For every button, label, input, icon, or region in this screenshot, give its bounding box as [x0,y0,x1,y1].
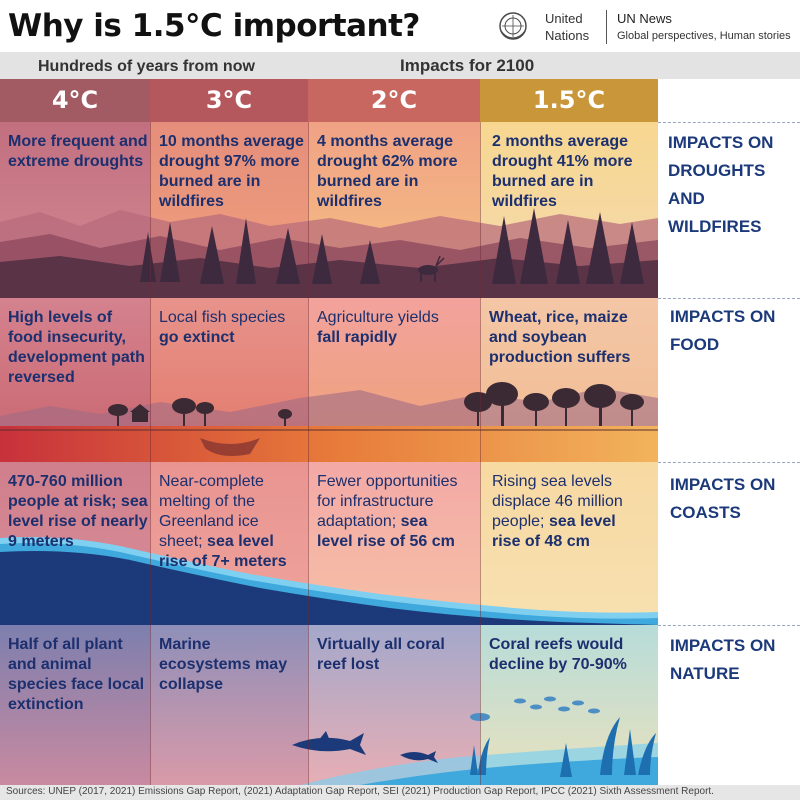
food-cell-2-lead: Agriculture yields [317,309,439,326]
coasts-row: 470-760 million people at risk; sea leve… [0,462,658,625]
nature-cell-15: Coral reefs would decline by 70-90% [489,636,627,673]
temp-col-4 [0,79,150,122]
temp-label-2: 2°C [370,86,418,114]
un-emblem-icon [499,12,527,40]
hundreds-years-label: Hundreds of years from now [38,58,255,75]
side-label-line: FOOD [670,335,720,354]
food-cell-3-bold: go extinct [159,329,235,346]
header-divider [606,10,607,44]
header: Why is 1.5°C important? United Nations U… [0,0,800,52]
column-divider [150,462,151,625]
droughts-landscape-illustration [0,122,658,298]
side-label-line: DROUGHTS [668,161,766,180]
temp-label-3: 3°C [205,86,253,114]
side-label-coasts: IMPACTS ON COASTS [670,471,775,527]
nature-row: Half of all plant and animal species fac… [0,625,658,785]
coasts-cell-4: 470-760 million people at risk; sea leve… [8,473,148,550]
food-cell-3-lead: Local fish species [159,309,286,326]
food-cell-4: High levels of food insecurity, developm… [8,309,145,386]
column-divider [150,298,151,462]
un-name-line2: Nations [545,28,590,43]
side-label-line: IMPACTS ON [668,133,774,152]
side-label-line: IMPACTS ON [670,475,776,494]
column-divider [308,625,309,785]
coasts-cell-3: Near-complete melting of the Greenland i… [159,472,304,572]
droughts-cell-4: More frequent and extreme droughts [8,133,148,170]
row-separator [658,625,800,626]
coasts-cell-3-lead: Near-complete melting of the Greenland i… [159,473,264,550]
droughts-cell-3: 10 months average drought 97% more burne… [159,133,304,210]
nature-cell-3: Marine ecosystems may collapse [159,636,288,693]
row-separator [658,298,800,299]
droughts-cell-15: 2 months average drought 41% more burned… [492,133,633,210]
footer: Sources: UNEP (2017, 2021) Emissions Gap… [0,785,800,800]
food-row: High levels of food insecurity, developm… [0,298,658,462]
column-divider [308,122,309,298]
droughts-cell-2: 4 months average drought 62% more burned… [317,133,458,210]
un-wordmark: United Nations [545,10,589,44]
un-name-line1: United [545,11,583,26]
nature-cell-4: Half of all plant and animal species fac… [8,636,145,713]
coasts-cell-2-bold: sea level rise of 56 cm [317,513,455,550]
page-title: Why is 1.5°C important? [8,8,420,44]
nature-cell-2: Virtually all coral reef lost [317,636,445,673]
side-label-line: NATURE [670,664,740,683]
food-cell-2-bold: fall rapidly [317,329,398,346]
temp-label-15: 1.5°C [532,86,606,114]
row-separator [658,462,800,463]
sources-text: Sources: UNEP (2017, 2021) Emissions Gap… [6,786,714,797]
temp-col-3 [150,79,308,122]
column-divider [308,462,309,625]
column-divider [150,625,151,785]
side-label-line: IMPACTS ON [670,636,776,655]
row-separator [658,122,800,123]
side-label-line: AND [668,189,705,208]
column-divider [150,122,151,298]
side-label-food: IMPACTS ON FOOD [670,303,775,359]
side-label-nature: IMPACTS ON NATURE [670,632,775,688]
subheader: Hundreds of years from now Impacts for 2… [0,52,800,79]
coasts-cell-15-bold: sea level rise of 48 cm [492,513,616,550]
temp-col-2 [308,79,480,122]
temp-label-4: 4°C [51,86,99,114]
column-divider [480,462,481,625]
coasts-cell-15-lead: Rising sea levels displace 46 million pe… [492,473,623,530]
un-news-title: UN News [617,11,672,26]
un-news-tagline: Global perspectives, Human stories [617,30,791,42]
temperature-header-row: 4°C 3°C 2°C 1.5°C [0,79,658,122]
column-divider [480,122,481,298]
impacts-2100-label: Impacts for 2100 [400,56,535,75]
food-cell-3: Local fish species go extinct [159,308,304,348]
impact-category-column [658,79,800,785]
droughts-row: More frequent and extreme droughts 10 mo… [0,122,658,298]
food-cell-2: Agriculture yields fall rapidly [317,308,467,348]
column-divider [480,625,481,785]
food-cell-15: Wheat, rice, maize and soybean productio… [489,309,631,366]
coasts-cell-15: Rising sea levels displace 46 million pe… [492,472,632,552]
coasts-cell-2: Fewer opportunities for infrastructure a… [317,472,467,552]
coasts-sea-illustration [0,462,658,625]
coasts-cell-2-lead: Fewer opportunities for infrastructure a… [317,473,458,530]
side-label-line: COASTS [670,503,741,522]
side-label-line: WILDFIRES [668,217,762,236]
temp-col-15 [480,79,658,122]
column-divider [480,298,481,462]
food-landscape-illustration [0,298,658,462]
side-label-droughts: IMPACTS ON DROUGHTS AND WILDFIRES [668,129,773,241]
coasts-cell-3-bold: sea level rise of 7+ meters [159,533,287,570]
nature-ocean-illustration [0,625,658,785]
side-label-line: IMPACTS ON [670,307,776,326]
column-divider [308,298,309,462]
